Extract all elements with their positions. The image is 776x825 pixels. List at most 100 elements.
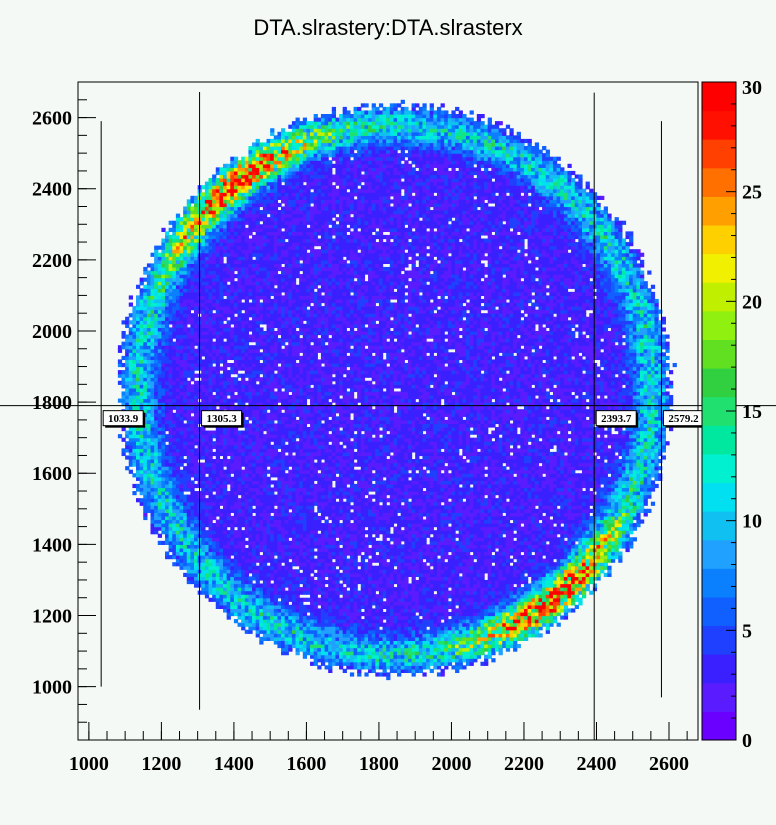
heatmap-cell xyxy=(158,335,162,339)
heatmap-cell xyxy=(277,288,281,292)
heatmap-cell xyxy=(201,367,205,371)
heatmap-cell xyxy=(190,196,194,200)
heatmap-cell xyxy=(129,342,133,346)
heatmap-cell xyxy=(238,249,242,253)
heatmap-cell xyxy=(248,395,252,399)
heatmap-cell xyxy=(169,260,173,264)
heatmap-cell xyxy=(227,495,231,499)
heatmap-cell xyxy=(143,285,147,289)
heatmap-cell xyxy=(143,370,147,374)
heatmap-cell xyxy=(267,349,271,353)
heatmap-cell xyxy=(241,441,245,445)
heatmap-cell xyxy=(263,409,267,413)
heatmap-cell xyxy=(277,601,281,605)
heatmap-cell xyxy=(209,491,213,495)
heatmap-cell xyxy=(230,576,234,580)
heatmap-cell xyxy=(245,584,249,588)
heatmap-cell xyxy=(118,381,122,385)
heatmap-cell xyxy=(183,480,187,484)
heatmap-cell xyxy=(227,199,231,203)
heatmap-cell xyxy=(187,399,191,403)
heatmap-cell xyxy=(180,317,184,321)
heatmap-cell xyxy=(209,566,213,570)
heatmap-cell xyxy=(256,530,260,534)
heatmap-cell xyxy=(270,612,274,616)
heatmap-cell xyxy=(267,313,271,317)
heatmap-cell xyxy=(245,313,249,317)
heatmap-cell xyxy=(169,509,173,513)
heatmap-cell xyxy=(267,231,271,235)
heatmap-cell xyxy=(248,562,252,566)
heatmap-cell xyxy=(216,480,220,484)
heatmap-cell xyxy=(154,409,158,413)
heatmap-cell xyxy=(234,523,238,527)
heatmap-cell xyxy=(143,512,147,516)
heatmap-cell xyxy=(151,523,155,527)
heatmap-cell xyxy=(205,260,209,264)
heatmap-cell xyxy=(248,239,252,243)
heatmap-cell xyxy=(154,278,158,282)
heatmap-cell xyxy=(245,498,249,502)
heatmap-cell xyxy=(259,537,263,541)
heatmap-cell xyxy=(183,406,187,410)
heatmap-cell xyxy=(129,395,133,399)
heatmap-cell xyxy=(212,470,216,474)
heatmap-cell xyxy=(281,274,285,278)
heatmap-cell xyxy=(190,271,194,275)
heatmap-cell xyxy=(270,509,274,513)
heatmap-cell xyxy=(267,420,271,424)
heatmap-cell xyxy=(285,153,289,157)
heatmap-cell xyxy=(263,598,267,602)
heatmap-cell xyxy=(259,196,263,200)
heatmap-cell xyxy=(256,374,260,378)
heatmap-cell xyxy=(219,399,223,403)
heatmap-cell xyxy=(277,491,281,495)
heatmap-cell xyxy=(223,523,227,527)
heatmap-cell xyxy=(216,537,220,541)
heatmap-cell xyxy=(176,438,180,442)
heatmap-cell xyxy=(223,253,227,257)
heatmap-cell xyxy=(176,303,180,307)
heatmap-cell xyxy=(143,345,147,349)
heatmap-cell xyxy=(219,246,223,250)
heatmap-cell xyxy=(219,562,223,566)
heatmap-cell xyxy=(259,327,263,331)
heatmap-cell xyxy=(263,206,267,210)
heatmap-cell xyxy=(245,253,249,257)
heatmap-cell xyxy=(259,164,263,168)
heatmap-cell xyxy=(263,189,267,193)
heatmap-cell xyxy=(205,498,209,502)
heatmap-cell xyxy=(216,388,220,392)
heatmap-cell xyxy=(205,576,209,580)
heatmap-cell xyxy=(125,406,129,410)
heatmap-cell xyxy=(248,505,252,509)
heatmap-cell xyxy=(161,541,165,545)
heatmap-cell xyxy=(180,495,184,499)
heatmap-cell xyxy=(274,338,278,342)
heatmap-cell xyxy=(180,562,184,566)
heatmap-cell xyxy=(183,391,187,395)
heatmap-cell xyxy=(180,335,184,339)
heatmap-cell xyxy=(209,324,213,328)
heatmap-cell xyxy=(277,342,281,346)
heatmap-cell xyxy=(187,224,191,228)
heatmap-cell xyxy=(223,395,227,399)
heatmap-cell xyxy=(281,445,285,449)
heatmap-cell xyxy=(154,345,158,349)
heatmap-cell xyxy=(238,182,242,186)
heatmap-cell xyxy=(256,178,260,182)
heatmap-cell xyxy=(270,487,274,491)
heatmap-cell xyxy=(277,327,281,331)
heatmap-cell xyxy=(263,150,267,154)
heatmap-cell xyxy=(183,381,187,385)
heatmap-cell xyxy=(285,256,289,260)
heatmap-cell xyxy=(140,455,144,459)
heatmap-cell xyxy=(129,470,133,474)
heatmap-cell xyxy=(256,345,260,349)
heatmap-cell xyxy=(147,363,151,367)
heatmap-cell xyxy=(263,306,267,310)
heatmap-cell xyxy=(288,455,292,459)
heatmap-cell xyxy=(219,548,223,552)
heatmap-cell xyxy=(263,463,267,467)
heatmap-cell xyxy=(176,541,180,545)
